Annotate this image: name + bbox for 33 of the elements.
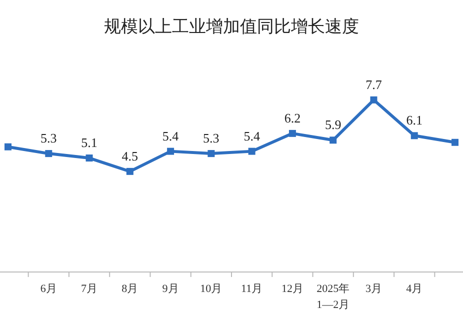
point (370, 96, 378, 104)
x-tick-label: 8月 (122, 283, 138, 295)
x-tick-label: 4月 (406, 283, 423, 295)
data-label: 4.5 (122, 148, 138, 164)
point (126, 168, 134, 175)
x-tick-label: 6月 (40, 283, 57, 295)
x-tick-label: 2025年 1—2月 (316, 283, 350, 311)
point (86, 154, 93, 162)
point (45, 150, 52, 158)
x-tick-label: 12月 (281, 283, 304, 295)
point (288, 130, 296, 137)
chart-title: 规模以上工业增加值同比增长速度 (104, 17, 359, 36)
point (4, 143, 12, 150)
point (452, 138, 458, 146)
x-tick-label: 9月 (162, 283, 179, 295)
data-label: 5.4 (162, 128, 180, 144)
point (248, 148, 256, 155)
data-label: 5.3 (203, 130, 220, 146)
point (330, 136, 337, 144)
x-tick-label: 10月 (200, 283, 222, 295)
data-label: 6.2 (284, 110, 301, 126)
x-tick-label: 11月 (241, 283, 263, 295)
data-label: 5.3 (40, 130, 57, 146)
data-label: 5.1 (81, 135, 98, 150)
data-label: 6.1 (406, 112, 422, 128)
point (410, 132, 418, 140)
point (208, 150, 215, 158)
data-label: 7.7 (366, 76, 382, 92)
data-label: 5.4 (244, 128, 260, 144)
x-tick-label: 7月 (81, 283, 98, 295)
data-label: 5.9 (324, 117, 342, 132)
point (167, 148, 174, 155)
x-tick-label: 3月 (365, 283, 382, 295)
